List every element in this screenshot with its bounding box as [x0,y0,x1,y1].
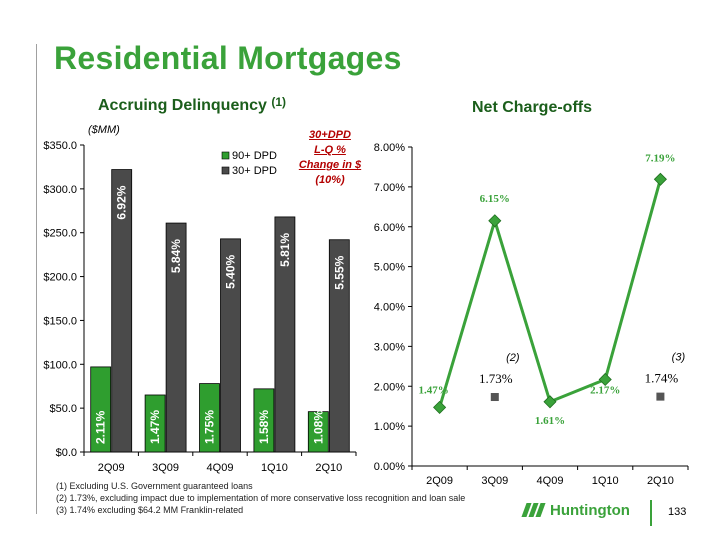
change-callout: 30+DPD L-Q % Change in $ (10%) [282,128,378,188]
bar-y-tick-label: $250.0 [43,228,77,240]
charge-off-point [433,400,447,414]
charge-off-label: 1.47% [418,384,448,396]
bar-30dpd [165,222,187,453]
bar-90dpd-label: 1.08% [311,410,325,444]
footnote-2: (2) 1.73%, excluding impact due to imple… [56,493,466,503]
footnote-3: (3) 1.74% excluding $64.2 MM Franklin-re… [56,505,244,515]
charge-off-point [598,372,612,387]
footnote-1: (1) Excluding U.S. Government guaranteed… [56,481,253,491]
adjusted-point-marker [490,393,499,402]
legend-label: 90+ DPD [232,150,277,162]
line-y-tick-label: 4.00% [374,302,405,314]
bar-90dpd [199,383,220,453]
delinquency-title-footnote: (1) [271,95,287,109]
adjusted-point-label: 1.73% [479,371,513,386]
legend-label: 30+ DPD [232,165,277,177]
page-number: 133 [668,506,687,518]
adjusted-point-note: (3) [672,352,686,364]
bar-x-tick-label: 2Q10 [315,462,342,474]
bar-30dpd [111,169,133,453]
line-y-tick-label: 7.00% [374,182,405,194]
legend-swatch [221,151,230,160]
bar-90dpd [253,388,275,453]
bar-30dpd-label: 5.81% [278,233,292,267]
bar-90dpd-label: 1.47% [148,410,162,444]
bar-y-tick-label: $300.0 [43,184,77,196]
charge-off-point [488,214,502,228]
bar-90dpd-label: 1.58% [257,410,271,444]
charge-off-point [653,172,667,186]
line-x-tick-label: 2Q09 [426,475,453,487]
company-logo: Huntington [521,500,630,520]
logo-separator [650,500,652,526]
charge-off-label: 7.19% [645,152,675,164]
delinquency-title-text: Accruing Delinquency [98,97,267,114]
bar-30dpd-label: 6.92% [115,185,129,219]
line-x-tick-label: 3Q09 [481,475,508,487]
bar-30dpd [220,238,241,453]
charge-offs-chart-title: Net Charge-offs [472,99,593,116]
bar-x-tick-label: 4Q09 [207,462,234,474]
bar-90dpd [90,366,112,453]
bar-90dpd-label: 2.11% [94,410,108,444]
bar-x-tick-label: 2Q09 [98,462,125,474]
bar-y-tick-label: $150.0 [43,315,77,327]
bar-y-tick-label: $350.0 [43,140,77,152]
callout-line-2: L-Q % [314,144,346,156]
bar-y-tick-label: $200.0 [43,272,77,284]
charge-off-line [438,178,662,408]
bar-y-tick-label: $100.0 [43,359,77,371]
callout-line-3: Change in $ [298,159,362,171]
bar-30dpd-label: 5.55% [332,255,346,289]
bar-y-tick-label: $0.0 [56,447,77,459]
bar-90dpd [144,394,166,453]
bar-y-tick-label: $50.0 [49,403,77,415]
charge-off-point [543,395,557,409]
charge-offs-line-chart: 0.00% 1.00% 2.00% 3.00% 4.00% 5.00% 6.00% 7.00%… [374,142,689,487]
footnotes: (1) Excluding U.S. Government guaranteed… [56,480,465,516]
line-y-tick-label: 3.00% [374,341,405,353]
line-x-tick-label: 4Q09 [537,475,564,487]
bar-30dpd [328,239,350,453]
delinquency-bar-chart: $0.0 $50.0 $100.0 $150.0 $200.0 $250.0 $300.0 $… [43,140,357,474]
line-y-tick-label: 8.00% [374,142,405,154]
bar-90dpd [307,411,329,453]
bar-30dpd-label: 5.40% [224,254,238,288]
bar-30dpd [274,216,296,453]
line-y-tick-label: 6.00% [374,222,405,234]
bar-x-tick-label: 1Q10 [261,462,288,474]
adjusted-point-note: (2) [506,352,520,364]
logo-mark-icon [521,500,546,520]
legend-swatch [221,166,230,175]
charge-off-label: 1.61% [535,415,565,427]
units-label: ($MM) [88,124,120,136]
delinquency-chart-title: Accruing Delinquency (1) [98,95,287,115]
adjusted-point-marker [656,392,665,401]
callout-line-1: 30+DPD [309,129,351,141]
bar-90dpd-label: 1.75% [203,410,217,444]
line-y-tick-label: 1.00% [374,421,405,433]
logo-text: Huntington [550,501,630,519]
line-y-tick-label: 5.00% [374,262,405,274]
line-y-tick-label: 2.00% [374,381,405,393]
bar-x-tick-label: 3Q09 [152,462,179,474]
line-y-tick-label: 0.00% [374,461,405,473]
bar-30dpd-label: 5.84% [169,239,183,273]
line-x-tick-label: 2Q10 [647,475,674,487]
charge-off-label: 2.17% [590,384,620,396]
adjusted-point-label: 1.74% [645,371,679,386]
callout-line-4: (10%) [315,174,345,186]
charge-off-label: 6.15% [480,193,510,205]
slide-divider-line [36,44,37,514]
line-x-tick-label: 1Q10 [592,475,619,487]
slide-title: Residential Mortgages [54,40,402,76]
